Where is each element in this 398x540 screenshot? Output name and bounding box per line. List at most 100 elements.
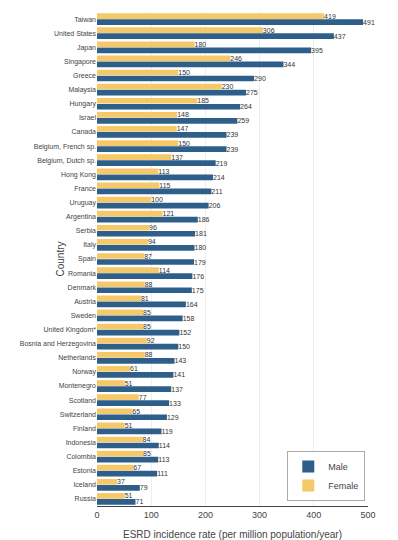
- svg-text:137: 137: [171, 386, 183, 393]
- svg-text:246: 246: [230, 55, 242, 62]
- svg-text:119: 119: [162, 428, 173, 435]
- svg-text:Norway: Norway: [72, 368, 96, 376]
- svg-text:85: 85: [143, 450, 151, 457]
- svg-text:300: 300: [252, 510, 267, 520]
- svg-text:France: France: [74, 185, 96, 192]
- svg-text:148: 148: [177, 111, 189, 118]
- svg-text:92: 92: [147, 337, 155, 344]
- svg-text:87: 87: [144, 253, 152, 260]
- svg-text:Argentina: Argentina: [66, 213, 96, 221]
- svg-text:113: 113: [158, 168, 169, 175]
- svg-text:275: 275: [246, 89, 258, 96]
- svg-text:141: 141: [173, 371, 185, 378]
- svg-text:Colombia: Colombia: [66, 453, 96, 460]
- svg-text:133: 133: [169, 400, 181, 407]
- svg-text:Montenegro: Montenegro: [59, 382, 96, 390]
- svg-text:180: 180: [195, 244, 207, 251]
- svg-text:150: 150: [178, 69, 190, 76]
- svg-text:81: 81: [141, 295, 149, 302]
- svg-text:Serbia: Serbia: [76, 227, 96, 234]
- svg-text:211: 211: [211, 188, 222, 195]
- svg-text:100: 100: [144, 510, 159, 520]
- svg-text:Estonia: Estonia: [73, 467, 96, 474]
- svg-text:344: 344: [283, 61, 295, 68]
- svg-text:88: 88: [145, 281, 153, 288]
- svg-text:United Kingdom*: United Kingdom*: [43, 326, 96, 334]
- svg-text:Italy: Italy: [83, 241, 96, 249]
- svg-text:230: 230: [222, 83, 234, 90]
- svg-text:61: 61: [130, 365, 138, 372]
- svg-text:51: 51: [125, 380, 133, 387]
- svg-text:200: 200: [198, 510, 213, 520]
- svg-text:219: 219: [216, 160, 228, 167]
- svg-text:ESRD incidence rate (per milli: ESRD incidence rate (per million populat…: [123, 529, 342, 540]
- svg-text:85: 85: [143, 323, 151, 330]
- svg-text:Male: Male: [328, 462, 348, 472]
- svg-text:Indonesia: Indonesia: [66, 439, 96, 446]
- svg-text:158: 158: [183, 315, 195, 322]
- svg-text:37: 37: [117, 478, 125, 485]
- svg-text:152: 152: [179, 329, 191, 336]
- svg-text:51: 51: [125, 422, 133, 429]
- svg-text:79: 79: [140, 484, 148, 491]
- svg-text:0: 0: [94, 510, 99, 520]
- svg-text:114: 114: [159, 442, 170, 449]
- svg-text:Spain: Spain: [78, 255, 96, 263]
- svg-text:176: 176: [192, 273, 204, 280]
- svg-text:259: 259: [237, 117, 249, 124]
- svg-text:437: 437: [334, 33, 346, 40]
- svg-text:Denmark: Denmark: [68, 284, 97, 291]
- svg-text:85: 85: [143, 309, 151, 316]
- svg-text:Uruguay: Uruguay: [70, 199, 97, 207]
- svg-text:Belgium, French sp.: Belgium, French sp.: [34, 143, 96, 151]
- svg-text:206: 206: [209, 202, 221, 209]
- svg-text:111: 111: [157, 470, 168, 477]
- svg-text:400: 400: [306, 510, 321, 520]
- svg-text:Russia: Russia: [75, 495, 97, 502]
- svg-text:Singapore: Singapore: [64, 58, 96, 66]
- svg-text:Romania: Romania: [68, 270, 96, 277]
- svg-text:419: 419: [324, 13, 336, 20]
- svg-text:185: 185: [197, 97, 209, 104]
- svg-text:113: 113: [158, 456, 169, 463]
- svg-text:Iceland: Iceland: [73, 481, 96, 488]
- svg-text:Canada: Canada: [71, 128, 96, 135]
- svg-text:Bosnia and Herzegovina: Bosnia and Herzegovina: [20, 340, 96, 348]
- svg-text:Malaysia: Malaysia: [68, 86, 96, 94]
- svg-text:180: 180: [195, 41, 207, 48]
- svg-text:Sweden: Sweden: [71, 312, 96, 319]
- svg-text:395: 395: [311, 47, 323, 54]
- svg-text:186: 186: [198, 216, 210, 223]
- svg-text:Scotland: Scotland: [69, 397, 96, 404]
- svg-text:Japan: Japan: [77, 44, 96, 52]
- svg-text:Israel: Israel: [79, 114, 97, 121]
- svg-text:Belgium, Dutch sp.: Belgium, Dutch sp.: [37, 157, 96, 165]
- svg-text:Austria: Austria: [74, 298, 96, 305]
- svg-text:96: 96: [149, 224, 157, 231]
- svg-text:51: 51: [125, 492, 133, 499]
- svg-text:214: 214: [213, 174, 225, 181]
- svg-text:164: 164: [186, 301, 198, 308]
- svg-text:264: 264: [240, 103, 252, 110]
- svg-text:67: 67: [133, 464, 141, 471]
- svg-text:500: 500: [360, 510, 375, 520]
- svg-text:179: 179: [194, 259, 206, 266]
- svg-text:Finland: Finland: [73, 425, 96, 432]
- svg-text:290: 290: [254, 75, 266, 82]
- svg-text:Taiwan: Taiwan: [74, 16, 96, 23]
- svg-text:100: 100: [151, 196, 163, 203]
- svg-text:Greece: Greece: [73, 72, 96, 79]
- svg-text:Switzerland: Switzerland: [60, 411, 96, 418]
- svg-text:Hong Kong: Hong Kong: [61, 171, 96, 179]
- svg-text:143: 143: [175, 357, 187, 364]
- svg-text:175: 175: [192, 287, 204, 294]
- svg-text:150: 150: [178, 343, 190, 350]
- svg-text:65: 65: [132, 408, 140, 415]
- svg-text:Hungary: Hungary: [70, 100, 97, 108]
- svg-text:121: 121: [163, 210, 175, 217]
- svg-text:Country: Country: [55, 241, 66, 276]
- svg-text:239: 239: [227, 131, 239, 138]
- svg-text:114: 114: [159, 267, 170, 274]
- svg-text:239: 239: [227, 146, 239, 153]
- svg-text:United States: United States: [54, 30, 97, 37]
